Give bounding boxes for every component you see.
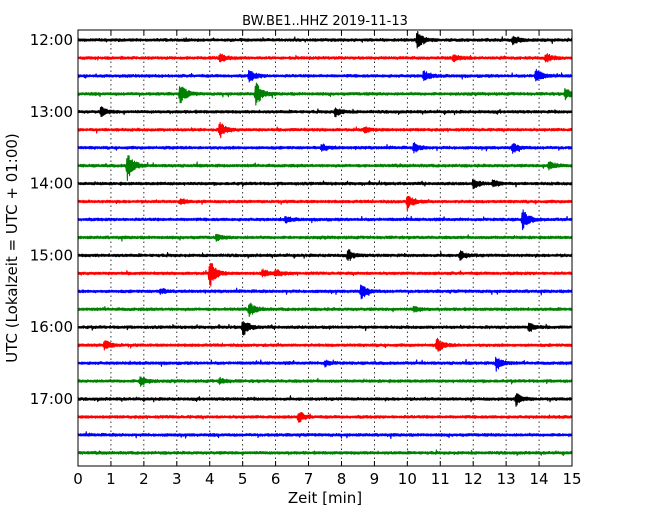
trace-line — [77, 142, 573, 154]
x-tick-label: 12 — [464, 470, 483, 488]
x-tick-label: 5 — [238, 470, 248, 488]
y-tick-label: 14:00 — [30, 175, 73, 193]
trace-line — [77, 106, 573, 118]
y-tick-label: 17:00 — [30, 390, 73, 408]
trace-line — [77, 82, 573, 106]
x-tick-label: 3 — [172, 470, 182, 488]
trace-line — [77, 321, 573, 336]
trace-line — [77, 30, 573, 49]
y-tick-label: 16:00 — [30, 318, 73, 336]
x-tick-label: 8 — [337, 470, 347, 488]
x-tick-label: 11 — [431, 470, 450, 488]
y-tick-label: 12:00 — [30, 31, 73, 49]
trace-line — [77, 155, 573, 182]
trace-line — [77, 53, 573, 63]
trace-line — [77, 431, 573, 440]
trace-line — [77, 376, 573, 387]
trace-line — [77, 178, 573, 190]
trace-line — [77, 68, 573, 83]
x-tick-label: 10 — [398, 470, 417, 488]
trace-line — [77, 302, 573, 317]
x-tick-label: 2 — [139, 470, 149, 488]
trace-line — [77, 249, 573, 262]
trace-line — [77, 356, 573, 372]
x-tick-label: 1 — [106, 470, 116, 488]
x-axis: 0 1 2 3 4 5 6 7 8 9 10 11 12 13 14 15 — [73, 30, 582, 488]
x-axis-label: Zeit [min] — [288, 489, 362, 507]
x-tick-label: 9 — [370, 470, 380, 488]
trace-line — [77, 263, 573, 287]
y-tick-label: 15:00 — [30, 246, 73, 264]
x-tick-label: 4 — [205, 470, 215, 488]
x-tick-label: 15 — [562, 470, 581, 488]
trace-line — [77, 121, 573, 139]
x-tick-label: 14 — [530, 470, 549, 488]
y-axis-label: UTC (Lokalzeit = UTC + 01:00) — [3, 133, 21, 363]
trace-line — [77, 449, 573, 457]
y-tick-label: 13:00 — [30, 103, 73, 121]
trace-group — [77, 30, 573, 457]
trace-line — [77, 195, 573, 212]
plot-frame — [77, 29, 573, 467]
chart-title: BW.BE1..HHZ 2019-11-13 — [242, 14, 408, 29]
y-axis: 12:00 13:00 14:00 15:00 16:00 17:00 — [30, 31, 572, 408]
trace-line — [77, 209, 573, 231]
x-tick-label: 7 — [304, 470, 314, 488]
trace-line — [77, 393, 573, 407]
grid-lines — [110, 30, 540, 466]
trace-line — [77, 337, 573, 352]
x-tick-label: 0 — [73, 470, 83, 488]
trace-line — [77, 284, 573, 300]
x-tick-label: 6 — [271, 470, 281, 488]
trace-line — [77, 411, 573, 423]
trace-line — [77, 233, 573, 242]
x-tick-label: 13 — [497, 470, 516, 488]
